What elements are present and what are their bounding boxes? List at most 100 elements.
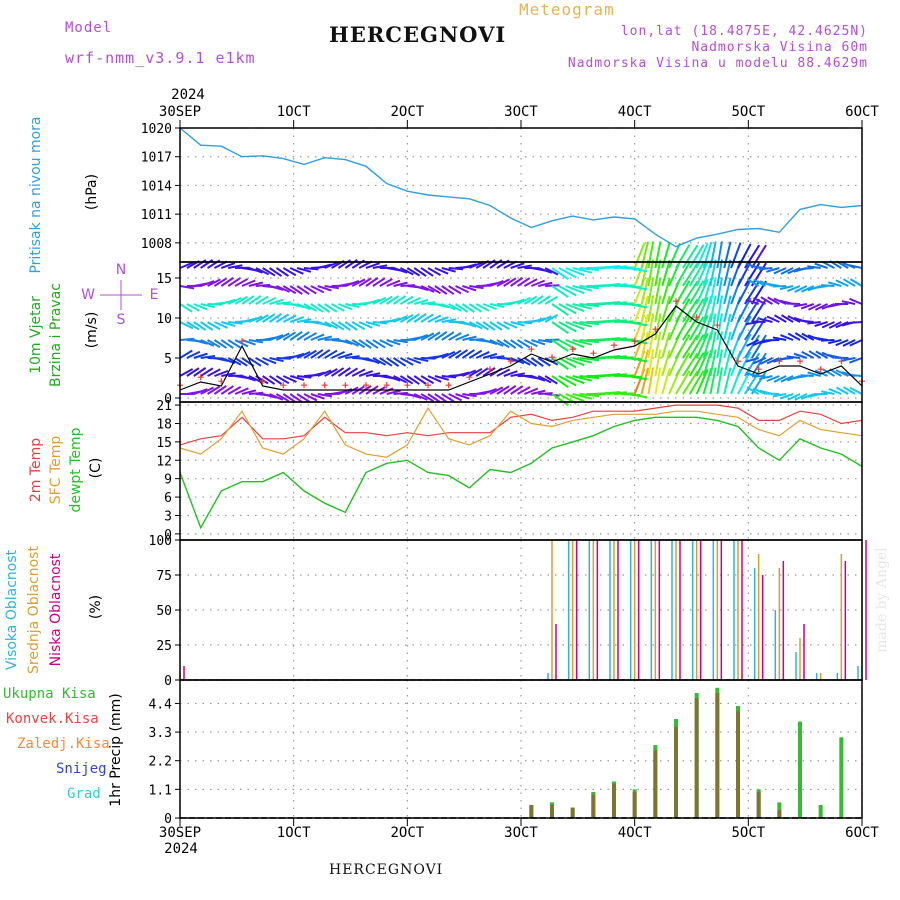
wind-arrow (393, 315, 408, 323)
wind-arrow (310, 303, 324, 313)
gust-marker (693, 314, 700, 321)
wind-arrow (695, 332, 709, 359)
wind-arrow (744, 334, 761, 359)
x-tick-label-top: 3OCT (504, 104, 538, 120)
wind-arrow (723, 331, 732, 359)
wind-arrow (746, 386, 760, 395)
wind-arrow (441, 318, 457, 323)
wind-arrow (675, 316, 691, 341)
wind-arrow (482, 339, 498, 345)
wind-arrow (399, 267, 414, 276)
wind-arrow (289, 285, 303, 295)
wind-arrow (179, 261, 194, 269)
y-tick-label: 0 (164, 674, 172, 689)
wind-arrow (523, 278, 538, 287)
conv-precip-bar (529, 804, 534, 818)
wind-arrow (386, 389, 401, 395)
wind-axis-label-b: Brzina i Pravac (48, 283, 64, 387)
gust-marker (321, 382, 328, 389)
wind-arrow (186, 303, 201, 312)
wind-arrow (475, 367, 489, 377)
wind-arrow (413, 313, 427, 323)
wind-arrow (282, 331, 297, 341)
wind-arrow (248, 281, 264, 287)
wind-arrow (565, 267, 585, 277)
wind-arrow (468, 368, 483, 377)
wind-arrow (702, 367, 713, 395)
wind-arrow (723, 241, 732, 269)
gust-marker (714, 322, 721, 329)
wind-arrow (661, 367, 671, 395)
wind-arrow (510, 357, 525, 365)
wind-arrow (766, 357, 780, 365)
wind-arrow (842, 278, 856, 287)
wind-arrow (448, 393, 463, 402)
wind-arrow (289, 393, 303, 403)
wind-arrow (537, 315, 552, 323)
wind-arrow (455, 393, 470, 400)
gust-marker (549, 354, 555, 361)
wind-arrow (434, 331, 448, 341)
wind-arrow (420, 267, 434, 277)
wind-arrow (248, 315, 263, 323)
gust-marker (363, 382, 369, 389)
conv-precip-bar (612, 784, 616, 818)
conv-precip-bar (570, 807, 575, 818)
wind-arrow (661, 349, 671, 377)
wind-arrow (828, 387, 842, 395)
wind-arrow (241, 295, 255, 305)
wind-arrow (255, 295, 269, 305)
wind-arrow (848, 321, 863, 324)
pressure-axis-label: Pritisak na nivou mora (28, 116, 44, 273)
wind-arrow (441, 331, 455, 341)
wind-arrow (296, 318, 312, 323)
wind-arrow (214, 370, 229, 377)
wind-arrow (407, 393, 422, 399)
wind-arrow (427, 314, 442, 323)
cloud-unit-label: (%) (88, 595, 104, 619)
wind-arrow (551, 357, 569, 371)
wind-arrow (551, 375, 569, 389)
gust-marker (673, 298, 679, 305)
wind-arrow (773, 375, 787, 383)
wind-arrow (434, 393, 448, 403)
wind-arrow (262, 393, 277, 399)
wind-arrow (200, 280, 215, 287)
wind-arrow (759, 375, 773, 381)
wind-arrow (737, 279, 752, 305)
wind-arrow (269, 357, 284, 363)
wind-arrow (572, 375, 593, 382)
wind-arrow (579, 267, 600, 272)
wind-arrow (702, 313, 713, 341)
wind-arrow (386, 279, 401, 287)
wind-arrow (296, 285, 310, 295)
wind-arrow (800, 319, 814, 323)
wind-axis-label-a: 10m Vjetar (28, 296, 44, 374)
wind-arrow (709, 259, 717, 287)
wind-arrow (524, 339, 538, 348)
wind-arrow (737, 333, 752, 359)
y-tick-label: 1020 (141, 122, 172, 137)
wind-arrow (530, 279, 546, 287)
wind-arrow (338, 303, 353, 311)
wind-arrow (675, 298, 691, 323)
wind-arrow (661, 295, 671, 323)
wind-arrow (737, 351, 752, 377)
wind-arrow (759, 317, 773, 323)
wind-arrow (654, 277, 662, 305)
wind-arrow (227, 386, 242, 395)
model-label: Model (65, 20, 113, 36)
wind-arrow (455, 303, 469, 313)
wind-arrow (317, 349, 331, 359)
wind-arrow (702, 295, 713, 323)
y-tick-label: 50 (156, 604, 172, 619)
wind-arrow (627, 285, 648, 291)
wind-arrow (647, 349, 655, 377)
wind-arrow (179, 285, 195, 290)
wind-arrow (503, 339, 517, 349)
wind-arrow (317, 335, 332, 341)
wind-arrow (753, 278, 767, 287)
wind-arrow (179, 321, 194, 330)
wind-arrow (579, 303, 600, 308)
wind-arrow (193, 339, 208, 345)
